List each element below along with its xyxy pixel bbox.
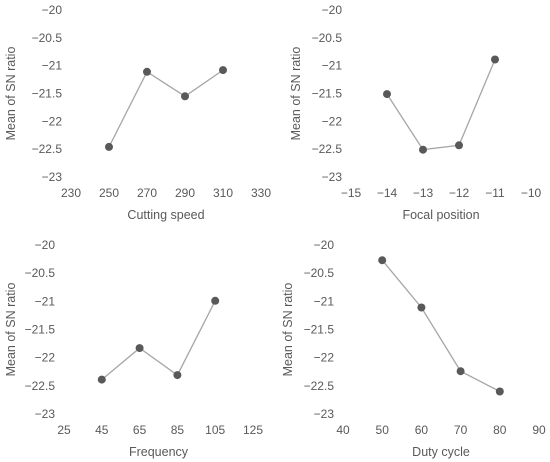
data-point (219, 66, 227, 75)
data-point (378, 256, 387, 265)
data-point (417, 303, 426, 312)
data-point (383, 90, 391, 99)
x-tick-label: 310 (213, 186, 233, 200)
y-tick-label: −21.5 (25, 323, 56, 337)
y-tick-label: −22.5 (304, 379, 335, 393)
series-line (381, 259, 501, 393)
y-tick-label: −20.5 (32, 31, 63, 45)
x-tick-label: 70 (454, 423, 468, 437)
y-tick-label: −20.5 (304, 266, 335, 280)
y-tick-label: −22.5 (312, 142, 343, 156)
y-tick-label: −20 (35, 238, 56, 252)
x-tick-label: 270 (137, 186, 157, 200)
x-tick-label: 80 (493, 423, 507, 437)
x-tick-label: 330 (251, 186, 271, 200)
data-point (211, 296, 220, 305)
x-tick-label: −14 (377, 186, 398, 200)
y-tick-label: −21 (322, 59, 343, 73)
x-tick-label: −11 (485, 186, 505, 200)
y-tick-label: −21.5 (312, 87, 343, 101)
x-tick-label: 65 (133, 423, 147, 437)
x-tick-label: 90 (532, 423, 546, 437)
series-line (386, 59, 496, 151)
y-tick-label: −22 (42, 114, 63, 128)
y-axis-title: Mean of SN ratio (281, 283, 295, 377)
series-line (101, 300, 216, 381)
x-tick-label: 290 (175, 186, 195, 200)
data-point (455, 141, 463, 150)
y-axis-title: Mean of SN ratio (289, 47, 303, 141)
data-point (135, 344, 144, 353)
y-tick-label: −21.5 (304, 323, 335, 337)
y-tick-label: −21 (42, 59, 63, 73)
y-tick-label: −22.5 (32, 142, 63, 156)
data-point (181, 92, 189, 101)
y-tick-label: −21 (314, 294, 335, 308)
data-point (495, 387, 504, 396)
series-line (108, 69, 224, 148)
x-axis-title: Frequency (129, 445, 189, 459)
y-tick-label: −22.5 (25, 379, 56, 393)
x-tick-label: 230 (61, 186, 81, 200)
y-tick-label: −20 (314, 238, 335, 252)
x-axis-title: Cutting speed (127, 208, 204, 222)
chart-2: −20 −20.5 −21 −21.5 −22 −22.5 −23 −15 −14 −13 −12 −… (289, 3, 542, 222)
data-point (491, 55, 499, 64)
y-tick-label: −20 (322, 3, 343, 17)
y-tick-label: −23 (42, 170, 63, 184)
y-tick-label: −23 (322, 170, 343, 184)
x-axis-title: Focal position (402, 208, 479, 222)
y-tick-label: −21 (35, 294, 56, 308)
y-tick-label: −20.5 (312, 31, 343, 45)
y-tick-label: −22 (322, 114, 343, 128)
y-axis-title: Mean of SN ratio (4, 47, 18, 141)
x-tick-label: 25 (57, 423, 71, 437)
x-tick-label: 250 (99, 186, 119, 200)
data-point (97, 375, 106, 384)
x-tick-label: 40 (336, 423, 350, 437)
y-axis-title: Mean of SN ratio (4, 283, 18, 377)
y-tick-label: −20.5 (25, 266, 56, 280)
x-tick-label: 125 (243, 423, 263, 437)
x-tick-label: 105 (205, 423, 225, 437)
y-tick-label: −20 (42, 3, 63, 17)
data-point (173, 371, 182, 380)
y-tick-label: −22 (35, 351, 56, 365)
data-point (419, 145, 427, 154)
x-axis-title: Duty cycle (412, 445, 470, 459)
data-point (456, 367, 465, 376)
x-tick-label: 45 (95, 423, 109, 437)
chart-1: −20 −20.5 −21 −21.5 −22 −22.5 −23 230 250 270 290 3… (4, 3, 271, 222)
x-tick-label: −15 (341, 186, 362, 200)
x-tick-label: 85 (171, 423, 185, 437)
y-tick-label: −22 (314, 351, 335, 365)
data-point (105, 142, 113, 151)
y-tick-label: −23 (35, 407, 56, 421)
x-tick-label: −13 (413, 186, 434, 200)
x-tick-label: −12 (449, 186, 470, 200)
y-tick-label: −23 (314, 407, 335, 421)
x-tick-label: −10 (521, 186, 542, 200)
x-tick-label: 60 (415, 423, 429, 437)
x-tick-label: 50 (376, 423, 390, 437)
data-point (143, 67, 151, 76)
y-tick-label: −21.5 (32, 87, 63, 101)
